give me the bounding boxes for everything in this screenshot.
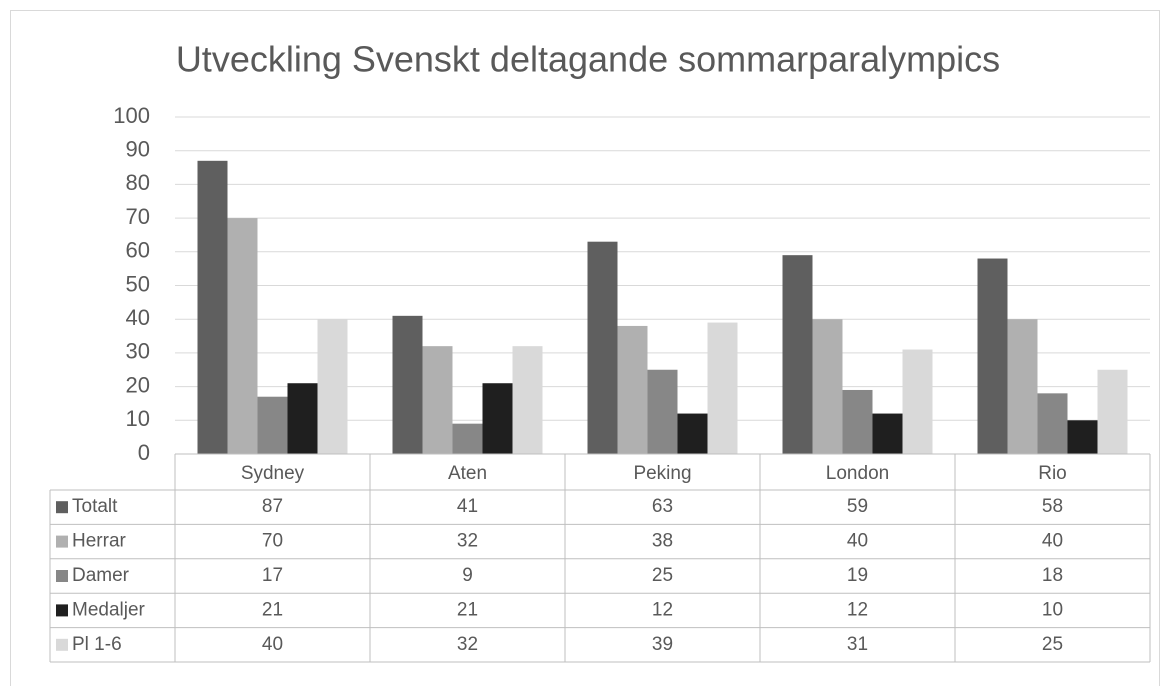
legend-label: Damer (72, 565, 130, 586)
table-value: 41 (457, 496, 478, 517)
bar (392, 315, 423, 454)
y-tick-label: 100 (113, 103, 150, 128)
x-tick-label: Rio (1038, 463, 1067, 484)
table-value: 12 (652, 599, 673, 620)
y-tick-label: 80 (126, 170, 150, 195)
table-value: 9 (462, 565, 473, 586)
table-value: 18 (1042, 565, 1063, 586)
table-value: 12 (847, 599, 868, 620)
table-value: 21 (262, 599, 283, 620)
table-value: 39 (652, 634, 673, 655)
y-tick-label: 0 (138, 440, 150, 465)
bar (1097, 369, 1128, 454)
legend-swatch (56, 570, 68, 582)
bar (782, 255, 813, 454)
bar (707, 322, 738, 454)
bar (902, 349, 933, 454)
table-value: 70 (262, 531, 283, 552)
y-tick-label: 60 (126, 238, 150, 263)
table-value: 25 (652, 565, 673, 586)
bar (617, 325, 648, 454)
table-value: 10 (1042, 599, 1063, 620)
bar (227, 218, 258, 454)
legend-label: Herrar (72, 531, 127, 552)
table-value: 40 (847, 531, 868, 552)
table-value: 32 (457, 634, 478, 655)
x-tick-label: London (826, 463, 889, 484)
table-value: 87 (262, 496, 283, 517)
legend-swatch (56, 535, 68, 548)
bar (452, 423, 483, 454)
bar (287, 383, 318, 454)
bar (1037, 393, 1068, 454)
table-value: 40 (262, 634, 283, 655)
table-value: 19 (847, 565, 868, 586)
table-value: 31 (847, 634, 868, 655)
bar (977, 258, 1008, 454)
y-tick-label: 20 (126, 372, 150, 397)
y-tick-label: 40 (126, 305, 150, 330)
table-value: 63 (652, 496, 673, 517)
legend-swatch (56, 638, 68, 651)
bar (872, 413, 903, 454)
x-tick-label: Aten (448, 463, 487, 484)
bar (842, 389, 873, 454)
y-tick-label: 50 (126, 271, 150, 296)
x-tick-label: Peking (633, 463, 691, 484)
table-value: 40 (1042, 531, 1063, 552)
bar (812, 319, 843, 454)
table-value: 21 (457, 599, 478, 620)
table-value: 32 (457, 531, 478, 552)
table-value: 25 (1042, 634, 1063, 655)
y-tick-label: 30 (126, 339, 150, 364)
legend-label: Totalt (72, 496, 118, 517)
legend-swatch (56, 604, 68, 617)
bar (1067, 420, 1098, 454)
table-value: 59 (847, 496, 868, 517)
y-tick-label: 10 (126, 406, 150, 431)
legend-swatch (56, 501, 68, 514)
bar (422, 346, 453, 454)
y-tick-label: 90 (126, 137, 150, 162)
table-value: 58 (1042, 496, 1063, 517)
table-value: 38 (652, 531, 673, 552)
table-value: 17 (262, 565, 283, 586)
bar (197, 160, 228, 454)
bar (647, 369, 678, 454)
x-tick-label: Sydney (241, 463, 305, 484)
y-tick-label: 70 (126, 204, 150, 229)
legend-label: Pl 1-6 (72, 634, 122, 655)
legend-label: Medaljer (72, 599, 146, 620)
bar (677, 413, 708, 454)
bar (587, 241, 618, 454)
bar (482, 383, 513, 454)
chart-title: Utveckling Svenskt deltagande sommarpara… (176, 39, 1000, 80)
bar (257, 396, 288, 454)
bar (1007, 319, 1038, 454)
bar (317, 319, 348, 454)
bar (512, 346, 543, 454)
